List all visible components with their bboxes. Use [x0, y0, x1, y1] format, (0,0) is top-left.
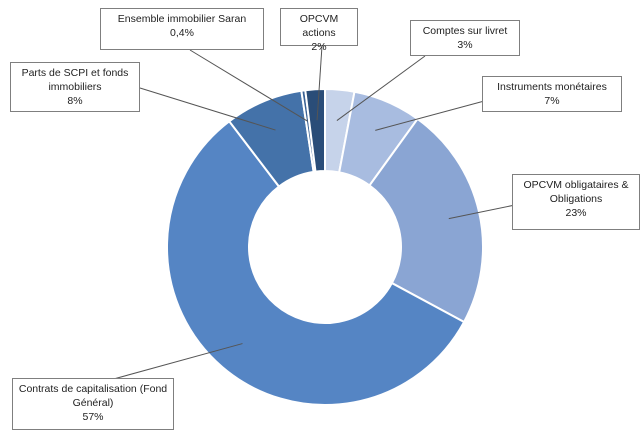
donut-segment	[368, 117, 484, 324]
leader-line	[189, 49, 308, 122]
data-label: Instruments monétaires 7%	[482, 76, 622, 112]
data-label: Contrats de capitalisation (Fond Général…	[12, 378, 174, 430]
donut-segment	[166, 119, 466, 406]
donut-segment	[304, 87, 326, 173]
value-label: 2%	[311, 41, 327, 53]
leader-line	[139, 87, 276, 131]
data-label: Comptes sur livret 3%	[410, 20, 520, 56]
value-label: 23%	[565, 207, 587, 219]
data-label: OPCVM actions 2%	[280, 8, 358, 53]
category-label: Parts de SCPI et fonds immobiliers	[21, 67, 129, 93]
category-label: Contrats de capitalisation (Fond Général…	[18, 383, 168, 409]
category-label: Comptes sur livret	[422, 25, 508, 37]
category-label: Ensemble immobilier Saran	[117, 13, 247, 25]
leader-line	[316, 45, 323, 121]
category-label: OPCVM obligataires & Obligations	[523, 179, 629, 205]
value-label: 57%	[82, 411, 104, 423]
value-label: 7%	[544, 95, 560, 107]
data-label: Parts de SCPI et fonds immobiliers 8%	[10, 62, 140, 112]
data-label: OPCVM obligataires & Obligations 23%	[512, 174, 640, 230]
value-label: 3%	[457, 39, 473, 51]
leader-line	[336, 55, 426, 121]
leader-line	[448, 204, 516, 220]
data-label: Ensemble immobilier Saran 0,4%	[100, 8, 264, 50]
leader-line	[109, 343, 243, 381]
leader-line	[375, 99, 489, 131]
value-label: 8%	[67, 95, 83, 107]
category-label: Instruments monétaires	[497, 81, 607, 93]
value-label: 0,4%	[170, 27, 194, 39]
category-label: OPCVM actions	[299, 13, 339, 39]
